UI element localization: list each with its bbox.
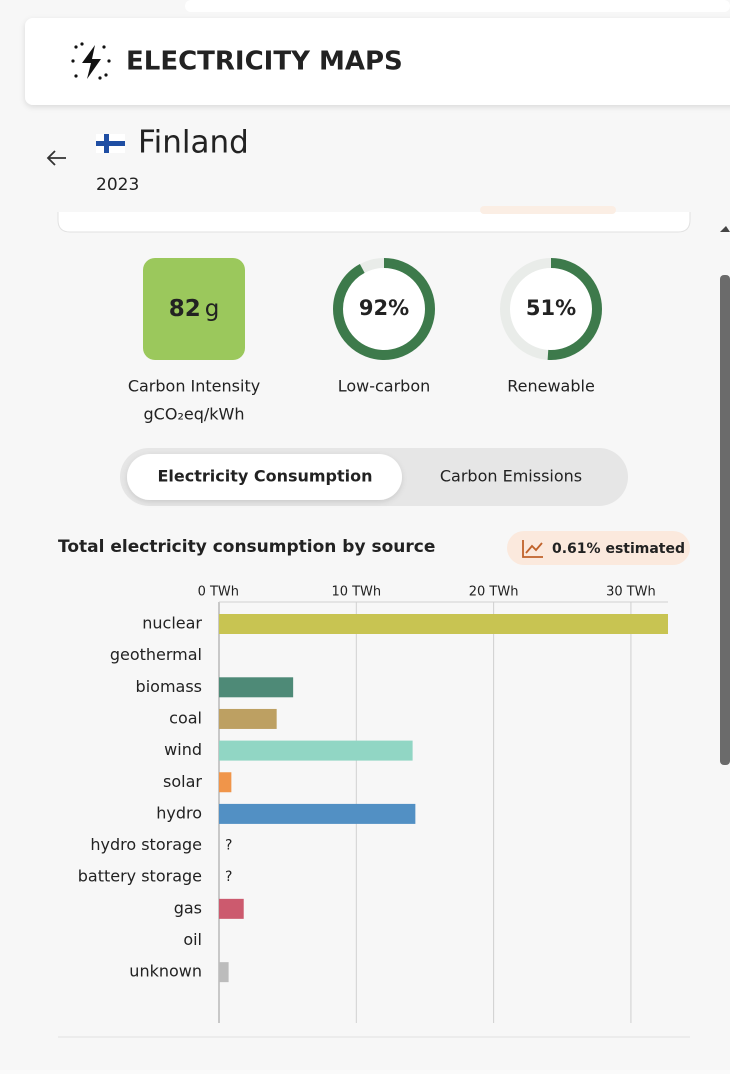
category-label: unknown — [129, 962, 202, 981]
category-label: nuclear — [142, 614, 202, 633]
chart-title: Total electricity consumption by source — [58, 537, 435, 557]
donut-value: 92% — [359, 296, 409, 320]
x-tick-label: 30 TWh — [606, 585, 656, 600]
category-label: biomass — [136, 677, 202, 696]
bar — [219, 708, 277, 729]
ci-unit: g — [205, 296, 220, 322]
bar — [219, 898, 244, 919]
category-label: hydro — [156, 803, 202, 822]
donut-label: Renewable — [507, 377, 595, 396]
category-label: solar — [163, 772, 202, 791]
zone-name: Finland — [138, 125, 249, 161]
value-label: ? — [225, 869, 232, 885]
category-label: battery storage — [78, 867, 202, 886]
badge-text: 0.61% estimated — [552, 541, 685, 557]
bar — [219, 772, 232, 793]
carbon-intensity-box — [143, 258, 245, 360]
zone-year: 2023 — [96, 175, 139, 195]
category-label: hydro storage — [90, 835, 202, 854]
back-button[interactable] — [46, 150, 66, 166]
carbon-intensity-value: 82 g — [169, 296, 220, 322]
category-label: wind — [164, 740, 202, 759]
x-tick-label: 0 TWh — [198, 585, 239, 600]
bar — [219, 803, 416, 824]
value-label: ? — [225, 838, 232, 854]
donut-label: Low-carbon — [338, 377, 431, 396]
category-label: gas — [174, 898, 202, 917]
donuts: 92% Low-carbon 51% Renewable — [333, 258, 602, 396]
badge-icon — [522, 540, 543, 558]
card-pill — [480, 206, 616, 214]
flag — [96, 134, 125, 153]
x-tick-label: 10 TWh — [331, 585, 381, 600]
bar — [219, 962, 229, 983]
category-label: oil — [183, 930, 202, 949]
estimated-badge — [507, 531, 690, 565]
x-tick-label: 20 TWh — [469, 585, 519, 600]
bar — [219, 677, 294, 698]
card-edge — [57, 212, 691, 233]
header — [25, 18, 730, 105]
ci-label: Carbon Intensity — [128, 377, 260, 396]
category-label: coal — [169, 708, 202, 727]
top-bar — [185, 0, 730, 12]
chart: 0 TWh 10 TWh 20 TWh 30 TWh nuclear geothermal… — [78, 585, 668, 1023]
app-title: ELECTRICITY MAPS — [126, 47, 403, 77]
scroll-arrow — [720, 226, 730, 232]
donut-value: 51% — [526, 296, 576, 320]
logo — [71, 42, 111, 80]
ci-number: 82 — [169, 296, 201, 322]
scrollbar[interactable] — [720, 275, 730, 765]
tab[interactable]: Carbon Emissions — [440, 467, 582, 486]
category-label: geothermal — [110, 645, 202, 664]
ci-unit-label: gCO₂eq/kWh — [144, 405, 245, 424]
tab[interactable]: Electricity Consumption — [157, 467, 372, 486]
donut-arc — [333, 258, 435, 360]
tab-highlight — [127, 454, 402, 500]
donut-arc — [500, 258, 602, 360]
bar — [219, 614, 668, 634]
bar — [219, 740, 413, 761]
